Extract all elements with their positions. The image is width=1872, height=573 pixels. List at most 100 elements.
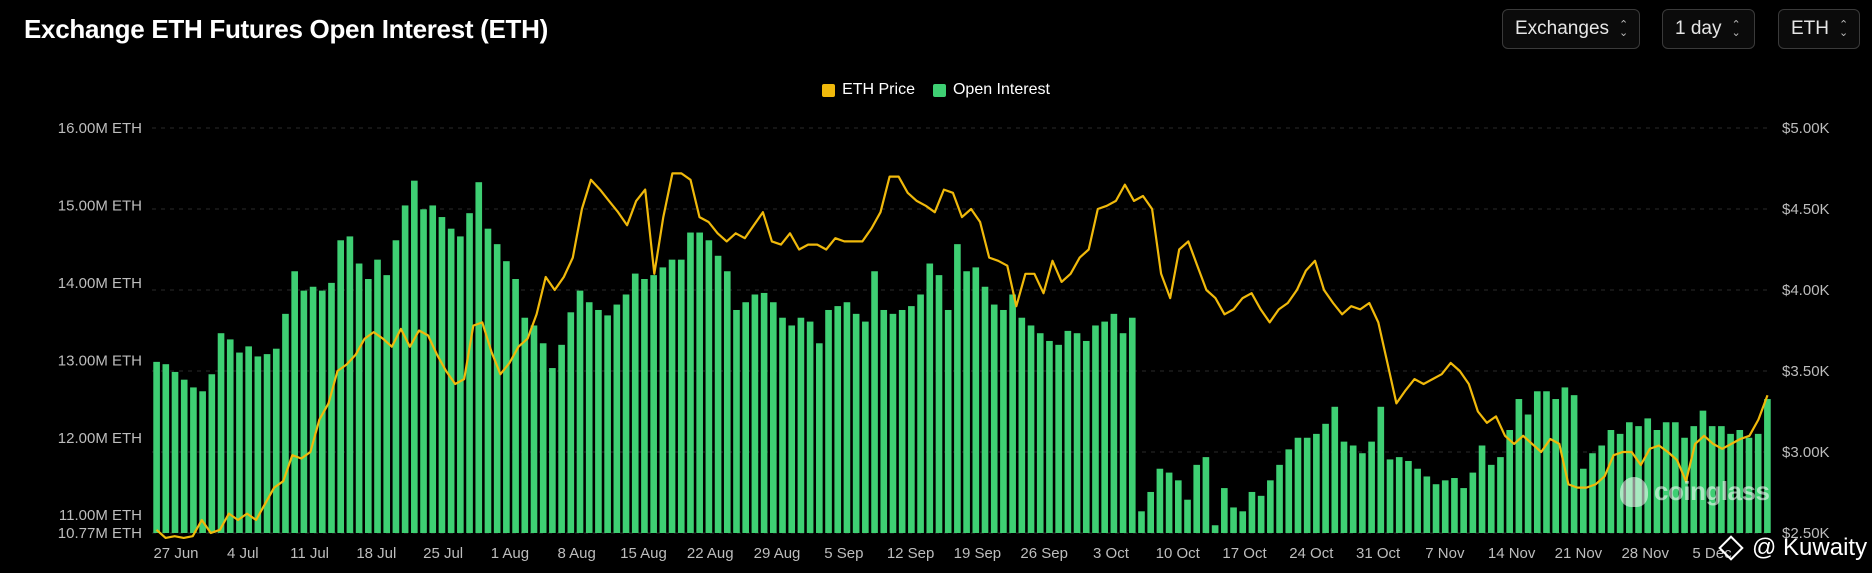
oi-bar xyxy=(1533,391,1541,533)
oi-bar xyxy=(236,352,243,533)
oi-bar xyxy=(908,306,915,533)
x-axis-tick-label: 27 Jun xyxy=(153,545,198,562)
oi-bar xyxy=(963,271,970,533)
oi-bar xyxy=(493,244,501,533)
oi-bar xyxy=(1359,453,1366,533)
oi-bar xyxy=(199,391,206,533)
oi-bar xyxy=(1524,414,1532,533)
oi-bar xyxy=(1469,472,1477,533)
oi-bar xyxy=(990,304,998,533)
oi-bar xyxy=(291,271,298,533)
oi-bar xyxy=(797,317,805,533)
oi-bar xyxy=(944,309,952,533)
oi-bar xyxy=(401,205,409,533)
oi-bar xyxy=(1027,325,1035,533)
left-axis-tick-label: 14.00M ETH xyxy=(58,275,142,292)
legend-swatch-price xyxy=(822,83,836,97)
oi-bar xyxy=(760,292,768,533)
oi-bar xyxy=(769,302,777,533)
oi-bar xyxy=(576,290,584,533)
oi-bar xyxy=(1138,511,1145,533)
oi-bar xyxy=(972,267,980,533)
oi-bar xyxy=(539,343,547,533)
oi-bar xyxy=(282,313,289,533)
oi-bar xyxy=(1699,410,1707,533)
x-axis-tick-label: 5 Dec xyxy=(1692,545,1732,562)
oi-bar xyxy=(1147,491,1155,533)
oi-bar xyxy=(328,282,335,533)
oi-bar xyxy=(723,271,731,533)
oi-bar xyxy=(245,346,252,533)
legend-item-open-interest[interactable]: Open Interest xyxy=(932,81,1050,99)
x-axis-tick-label: 15 Aug xyxy=(620,545,667,562)
oi-bar xyxy=(1451,478,1458,533)
oi-bar xyxy=(595,309,602,533)
right-axis-tick-label: $4.00K xyxy=(1782,282,1830,299)
oi-bar xyxy=(1405,460,1412,533)
x-axis-tick-label: 28 Nov xyxy=(1621,545,1669,562)
exchanges-select[interactable]: Exchanges ⌃ ⌄ xyxy=(1502,9,1640,49)
oi-bar xyxy=(318,290,326,533)
interval-select-label: 1 day xyxy=(1675,18,1722,39)
interval-select[interactable]: 1 day ⌃ ⌄ xyxy=(1662,9,1755,49)
legend-item-eth-price[interactable]: ETH Price xyxy=(822,81,915,99)
oi-bar xyxy=(898,309,906,533)
oi-bar xyxy=(1073,333,1081,533)
x-axis-tick-label: 22 Aug xyxy=(687,545,734,562)
right-axis-tick-label: $3.50K xyxy=(1782,363,1830,380)
oi-bar xyxy=(1681,437,1688,533)
oi-bar xyxy=(687,232,694,533)
oi-bar xyxy=(1193,464,1201,533)
x-axis-tick-label: 12 Sep xyxy=(887,545,935,562)
oi-bar xyxy=(631,273,639,533)
oi-bar xyxy=(1690,426,1698,533)
oi-bar xyxy=(558,344,565,533)
oi-bar xyxy=(1745,437,1753,533)
oi-bar xyxy=(1386,459,1394,533)
oi-bar xyxy=(208,374,216,533)
oi-bar xyxy=(1156,468,1164,533)
legend-label-price: ETH Price xyxy=(842,81,915,98)
oi-bar xyxy=(1331,406,1339,533)
oi-bar xyxy=(1662,422,1670,533)
x-axis-tick-label: 19 Sep xyxy=(954,545,1002,562)
oi-bar xyxy=(871,271,878,533)
oi-bar xyxy=(567,312,575,533)
x-axis-tick-label: 5 Sep xyxy=(824,545,863,562)
oi-bar xyxy=(1432,484,1440,533)
oi-bar xyxy=(1340,441,1348,533)
exchanges-select-label: Exchanges xyxy=(1515,18,1610,39)
oi-bar xyxy=(254,356,262,533)
oi-bar xyxy=(272,348,280,533)
coin-select[interactable]: ETH ⌃ ⌄ xyxy=(1778,9,1860,49)
x-axis-tick-label: 4 Jul xyxy=(227,545,259,562)
oi-bar xyxy=(484,228,492,533)
oi-bar xyxy=(705,240,713,533)
oi-bar xyxy=(466,213,473,533)
oi-bar xyxy=(668,259,676,533)
legend-label-oi: Open Interest xyxy=(952,81,1050,98)
oi-bar xyxy=(420,209,427,533)
left-axis-tick-label: 16.00M ETH xyxy=(58,120,142,137)
oi-bar xyxy=(392,240,400,533)
oi-bar xyxy=(447,228,455,533)
oi-bar xyxy=(1092,325,1099,533)
oi-bar xyxy=(604,315,611,533)
oi-bar xyxy=(806,321,814,533)
oi-bar xyxy=(1055,344,1062,533)
oi-bar xyxy=(1589,453,1596,533)
x-axis-tick-label: 17 Oct xyxy=(1222,545,1267,562)
sort-chevron-icon: ⌃ ⌄ xyxy=(1731,19,1741,39)
oi-bar xyxy=(1322,423,1329,533)
oi-bar xyxy=(1727,433,1734,533)
oi-bar xyxy=(613,304,621,533)
oi-bar xyxy=(530,325,538,533)
oi-bar xyxy=(1174,480,1182,533)
chart-title: Exchange ETH Futures Open Interest (ETH) xyxy=(24,14,548,44)
oi-bar xyxy=(162,364,170,533)
oi-bar xyxy=(954,244,961,533)
oi-bar xyxy=(1285,449,1293,533)
left-axis-tick-label: 11.00M ETH xyxy=(59,507,142,524)
oi-bar xyxy=(935,275,943,533)
oi-bar xyxy=(1718,426,1725,533)
